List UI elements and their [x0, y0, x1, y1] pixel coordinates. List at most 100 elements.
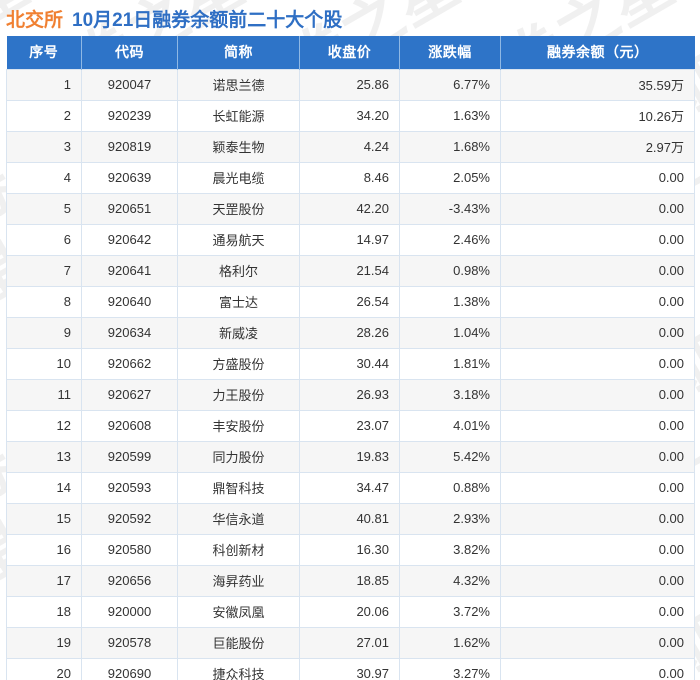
- cell-price: 42.20: [299, 193, 400, 225]
- cell-code: 920239: [81, 100, 178, 132]
- cell-name: 科创新材: [177, 534, 300, 566]
- table-row[interactable]: 8 920640 富士达 26.54 1.38% 0.00: [6, 286, 695, 318]
- cell-change: 4.32%: [399, 565, 501, 597]
- cell-change: -3.43%: [399, 193, 501, 225]
- cell-change: 1.38%: [399, 286, 501, 318]
- cell-change: 0.88%: [399, 472, 501, 504]
- cell-balance: 2.97万: [500, 131, 695, 163]
- cell-balance: 10.26万: [500, 100, 695, 132]
- cell-index: 18: [6, 596, 82, 628]
- col-header-price[interactable]: 收盘价: [299, 36, 400, 69]
- cell-change: 1.62%: [399, 627, 501, 659]
- table-row[interactable]: 14 920593 鼎智科技 34.47 0.88% 0.00: [6, 472, 695, 504]
- cell-index: 4: [6, 162, 82, 194]
- table-row[interactable]: 3 920819 颖泰生物 4.24 1.68% 2.97万: [6, 131, 695, 163]
- cell-name: 力王股份: [177, 379, 300, 411]
- cell-change: 5.42%: [399, 441, 501, 473]
- table-row[interactable]: 5 920651 天罡股份 42.20 -3.43% 0.00: [6, 193, 695, 225]
- cell-code: 920627: [81, 379, 178, 411]
- table-row[interactable]: 10 920662 方盛股份 30.44 1.81% 0.00: [6, 348, 695, 380]
- cell-balance: 35.59万: [500, 68, 695, 101]
- table-row[interactable]: 19 920578 巨能股份 27.01 1.62% 0.00: [6, 627, 695, 659]
- cell-name: 天罡股份: [177, 193, 300, 225]
- cell-code: 920593: [81, 472, 178, 504]
- table-row[interactable]: 7 920641 格利尔 21.54 0.98% 0.00: [6, 255, 695, 287]
- cell-change: 3.18%: [399, 379, 501, 411]
- cell-code: 920639: [81, 162, 178, 194]
- cell-code: 920608: [81, 410, 178, 442]
- table-row[interactable]: 6 920642 通易航天 14.97 2.46% 0.00: [6, 224, 695, 256]
- title-main-label: 10月21日融券余额前二十大个股: [72, 9, 343, 31]
- col-header-name[interactable]: 简称: [177, 36, 300, 69]
- cell-change: 4.01%: [399, 410, 501, 442]
- margin-short-balance-table: 序号 代码 简称 收盘价 涨跌幅 融券余额（元） 1 920047 诺思兰德 25.8…: [6, 36, 695, 680]
- col-header-balance[interactable]: 融券余额（元）: [500, 36, 695, 69]
- cell-price: 30.44: [299, 348, 400, 380]
- cell-index: 17: [6, 565, 82, 597]
- cell-price: 14.97: [299, 224, 400, 256]
- cell-index: 9: [6, 317, 82, 349]
- cell-name: 海昇药业: [177, 565, 300, 597]
- table-row[interactable]: 2 920239 长虹能源 34.20 1.63% 10.26万: [6, 100, 695, 132]
- cell-change: 3.27%: [399, 658, 501, 680]
- cell-index: 19: [6, 627, 82, 659]
- cell-change: 1.63%: [399, 100, 501, 132]
- cell-code: 920651: [81, 193, 178, 225]
- cell-index: 16: [6, 534, 82, 566]
- cell-price: 30.97: [299, 658, 400, 680]
- cell-price: 8.46: [299, 162, 400, 194]
- cell-balance: 0.00: [500, 503, 695, 535]
- cell-name: 同力股份: [177, 441, 300, 473]
- table-row[interactable]: 18 920000 安徽凤凰 20.06 3.72% 0.00: [6, 596, 695, 628]
- cell-code: 920642: [81, 224, 178, 256]
- cell-index: 11: [6, 379, 82, 411]
- cell-index: 20: [6, 658, 82, 680]
- cell-price: 40.81: [299, 503, 400, 535]
- table-row[interactable]: 12 920608 丰安股份 23.07 4.01% 0.00: [6, 410, 695, 442]
- cell-balance: 0.00: [500, 441, 695, 473]
- cell-code: 920662: [81, 348, 178, 380]
- table-row[interactable]: 17 920656 海昇药业 18.85 4.32% 0.00: [6, 565, 695, 597]
- cell-balance: 0.00: [500, 658, 695, 680]
- page-title: 北交所 10月21日融券余额前二十大个股: [0, 0, 700, 36]
- cell-price: 25.86: [299, 68, 400, 101]
- title-exchange-label: 北交所: [6, 9, 64, 31]
- cell-change: 3.82%: [399, 534, 501, 566]
- col-header-change[interactable]: 涨跌幅: [399, 36, 501, 69]
- table-row[interactable]: 15 920592 华信永道 40.81 2.93% 0.00: [6, 503, 695, 535]
- cell-index: 15: [6, 503, 82, 535]
- cell-price: 4.24: [299, 131, 400, 163]
- cell-balance: 0.00: [500, 627, 695, 659]
- cell-balance: 0.00: [500, 286, 695, 318]
- cell-change: 2.93%: [399, 503, 501, 535]
- cell-index: 14: [6, 472, 82, 504]
- table-row[interactable]: 1 920047 诺思兰德 25.86 6.77% 35.59万: [6, 68, 695, 101]
- cell-name: 巨能股份: [177, 627, 300, 659]
- cell-balance: 0.00: [500, 565, 695, 597]
- cell-price: 18.85: [299, 565, 400, 597]
- cell-code: 920047: [81, 68, 178, 101]
- table-row[interactable]: 4 920639 晨光电缆 8.46 2.05% 0.00: [6, 162, 695, 194]
- col-header-code[interactable]: 代码: [81, 36, 178, 69]
- cell-code: 920640: [81, 286, 178, 318]
- cell-index: 2: [6, 100, 82, 132]
- table-row[interactable]: 16 920580 科创新材 16.30 3.82% 0.00: [6, 534, 695, 566]
- cell-balance: 0.00: [500, 596, 695, 628]
- cell-name: 方盛股份: [177, 348, 300, 380]
- cell-change: 1.04%: [399, 317, 501, 349]
- cell-name: 安徽凤凰: [177, 596, 300, 628]
- cell-change: 3.72%: [399, 596, 501, 628]
- table-row[interactable]: 9 920634 新威凌 28.26 1.04% 0.00: [6, 317, 695, 349]
- table-header-row: 序号 代码 简称 收盘价 涨跌幅 融券余额（元）: [6, 36, 695, 69]
- table-row[interactable]: 13 920599 同力股份 19.83 5.42% 0.00: [6, 441, 695, 473]
- cell-name: 丰安股份: [177, 410, 300, 442]
- col-header-index[interactable]: 序号: [6, 36, 82, 69]
- table-row[interactable]: 11 920627 力王股份 26.93 3.18% 0.00: [6, 379, 695, 411]
- cell-name: 新威凌: [177, 317, 300, 349]
- table-row[interactable]: 20 920690 捷众科技 30.97 3.27% 0.00: [6, 658, 695, 680]
- cell-index: 10: [6, 348, 82, 380]
- cell-index: 6: [6, 224, 82, 256]
- cell-change: 6.77%: [399, 68, 501, 101]
- cell-price: 19.83: [299, 441, 400, 473]
